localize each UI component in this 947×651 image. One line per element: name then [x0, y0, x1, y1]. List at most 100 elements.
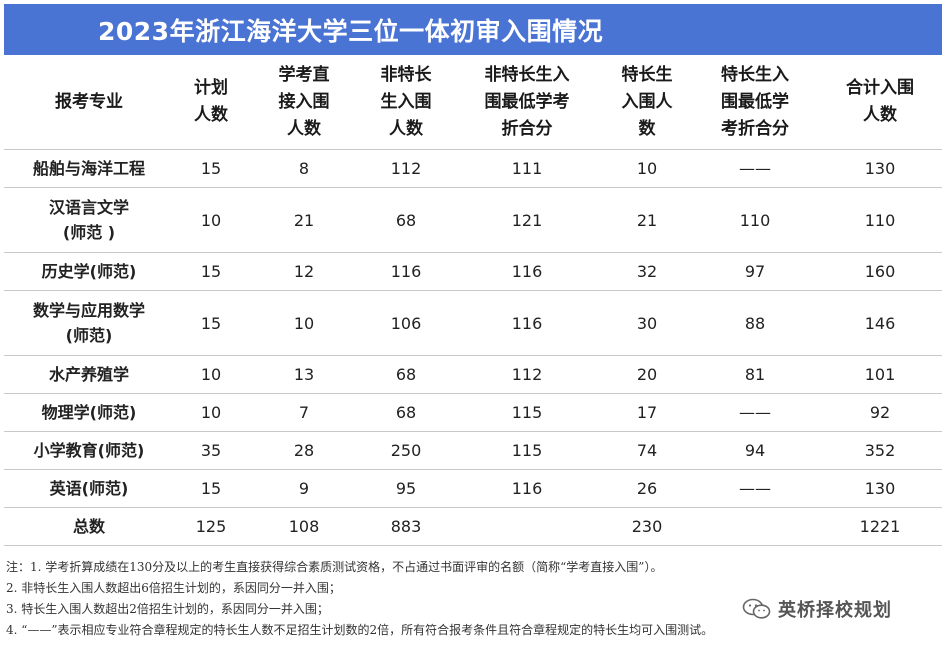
major-name: 船舶与海洋工程	[4, 149, 174, 188]
table-row: 物理学(师范) 10 7 68 115 17 —— 92	[4, 393, 942, 432]
cell-special: 30	[602, 290, 692, 356]
major-name-line: 历史学(师范)	[41, 262, 137, 281]
cell-special: 74	[602, 431, 692, 470]
major-name-line: (师范)	[65, 326, 113, 345]
cell-plan: 10	[174, 393, 248, 432]
column-header: 非特长生入围最低学考折合分	[452, 55, 602, 150]
column-header-line: 非特长生入	[484, 64, 570, 85]
cell-special-min: 110	[692, 187, 818, 253]
column-header-line: 人数	[389, 118, 423, 139]
cell-special-min: 97	[692, 252, 818, 291]
column-header-line: 折合分	[501, 118, 553, 139]
cell-non-special-min: 116	[452, 252, 602, 291]
cell-direct: 13	[248, 355, 360, 394]
table-row: 英语(师范) 15 9 95 116 26 —— 130	[4, 469, 942, 508]
column-header-line: 合计入围	[846, 78, 914, 98]
column-header-line: 计划	[194, 78, 228, 98]
major-name: 数学与应用数学 (师范)	[4, 290, 174, 356]
cell-non-special: 250	[360, 431, 452, 470]
cell-non-special: 112	[360, 149, 452, 188]
total-plan: 125	[174, 507, 248, 546]
column-header-line: 特长生	[621, 64, 673, 85]
cell-total: 110	[818, 187, 942, 253]
major-name: 水产养殖学	[4, 355, 174, 394]
page-title: 2023年浙江海洋大学三位一体初审入围情况	[98, 16, 604, 46]
cell-non-special-min: 115	[452, 431, 602, 470]
total-special-min	[692, 507, 818, 546]
major-name-line: 物理学(师范)	[41, 403, 137, 422]
major-name-line: 数学与应用数学	[32, 301, 145, 320]
cell-non-special: 106	[360, 290, 452, 356]
column-header: 特长生入 围最低学 考折合分	[692, 55, 818, 150]
cell-plan: 15	[174, 252, 248, 291]
note-line: 4. “——”表示相应专业符合章程规定的特长生人数不足招生计划数的2倍，所有符合…	[6, 623, 714, 637]
cell-special-min: ——	[692, 149, 818, 188]
cell-special-min: ——	[692, 393, 818, 432]
column-header-line: 围最低学考	[484, 91, 570, 112]
totals-row: 总数 125 108 883 230 1221	[4, 507, 942, 546]
cell-direct: 8	[248, 149, 360, 188]
cell-plan: 10	[174, 187, 248, 253]
major-name: 历史学(师范)	[4, 252, 174, 291]
cell-special: 17	[602, 393, 692, 432]
cell-special: 10	[602, 149, 692, 188]
column-header: 学考直 接入围 人数	[248, 55, 360, 150]
note-line: 注：1. 学考折算成绩在130分及以上的考生直接获得综合素质测试资格，不占通过书…	[6, 560, 663, 574]
watermark: 英桥择校规划	[742, 596, 892, 622]
wechat-icon	[742, 598, 771, 619]
major-name-line: 小学教育(师范)	[33, 441, 145, 460]
major-name: 物理学(师范)	[4, 393, 174, 432]
totals-label: 总数	[4, 507, 174, 546]
cell-non-special-min: 115	[452, 393, 602, 432]
total-non-special: 883	[360, 507, 452, 546]
total-direct: 108	[248, 507, 360, 546]
cell-special-min: ——	[692, 469, 818, 508]
total-total: 1221	[818, 507, 942, 546]
table-row: 数学与应用数学 (师范) 15 10 106 116 30 88 146	[4, 290, 942, 356]
cell-plan: 15	[174, 290, 248, 356]
cell-non-special: 116	[360, 252, 452, 291]
major-name-line: 汉语言文学	[48, 198, 129, 217]
admission-table: 报考专业 计划 人数 学考直 接入围 人数 非特长 生入围 人数 非特长生入 围最低学考 折合分 特长生…	[4, 55, 942, 546]
column-header-line: 围最低学	[721, 91, 789, 112]
cell-non-special-min: 116	[452, 290, 602, 356]
column-header-line: 接入围	[278, 91, 330, 112]
cell-total: 130	[818, 469, 942, 508]
cell-non-special: 95	[360, 469, 452, 508]
column-header-line: 人数	[287, 118, 321, 139]
cell-non-special: 68	[360, 355, 452, 394]
table-row: 船舶与海洋工程 15 8 112 111 10 —— 130	[4, 149, 942, 188]
note-line: 3. 特长生入围人数超出2倍招生计划的，系因同分一并入围；	[6, 602, 329, 616]
column-header: 报考专业	[4, 55, 174, 150]
cell-non-special-min: 116	[452, 469, 602, 508]
table-row: 历史学(师范) 15 12 116 116 32 97 160	[4, 252, 942, 291]
note-line: 2. 非特长生入围人数超出6倍招生计划的，系因同分一并入围；	[6, 581, 341, 595]
column-header-line: 学考直	[278, 64, 330, 85]
column-header-line: 特长生入	[721, 64, 789, 85]
cell-special: 21	[602, 187, 692, 253]
column-header: 特长生 入围人数	[602, 55, 692, 150]
cell-direct: 28	[248, 431, 360, 470]
title-bar: 2023年浙江海洋大学三位一体初审入围情况	[4, 4, 942, 55]
column-header: 合计入围 人数	[818, 55, 942, 150]
cell-direct: 21	[248, 187, 360, 253]
cell-total: 92	[818, 393, 942, 432]
cell-special-min: 81	[692, 355, 818, 394]
cell-special: 26	[602, 469, 692, 508]
cell-non-special-min: 112	[452, 355, 602, 394]
column-header-line: 报考专业	[55, 91, 123, 112]
table-row: 汉语言文学 (师范 ) 10 21 68 121 21 110 110	[4, 187, 942, 253]
cell-total: 130	[818, 149, 942, 188]
table-row: 水产养殖学 10 13 68 112 20 81 101	[4, 355, 942, 394]
cell-direct: 12	[248, 252, 360, 291]
cell-total: 101	[818, 355, 942, 394]
major-name: 英语(师范)	[4, 469, 174, 508]
major-name-line: (师范 )	[62, 223, 116, 242]
major-name-line: 水产养殖学	[48, 365, 129, 384]
column-header: 计划 人数	[174, 55, 248, 150]
cell-non-special-min: 111	[452, 149, 602, 188]
cell-plan: 15	[174, 149, 248, 188]
column-header-line: 生入围	[380, 91, 432, 112]
table-header-row: 报考专业 计划 人数 学考直 接入围 人数 非特长 生入围 人数 非特长生入 围最低学考 折合分 特长生…	[4, 55, 942, 150]
cell-special-min: 88	[692, 290, 818, 356]
